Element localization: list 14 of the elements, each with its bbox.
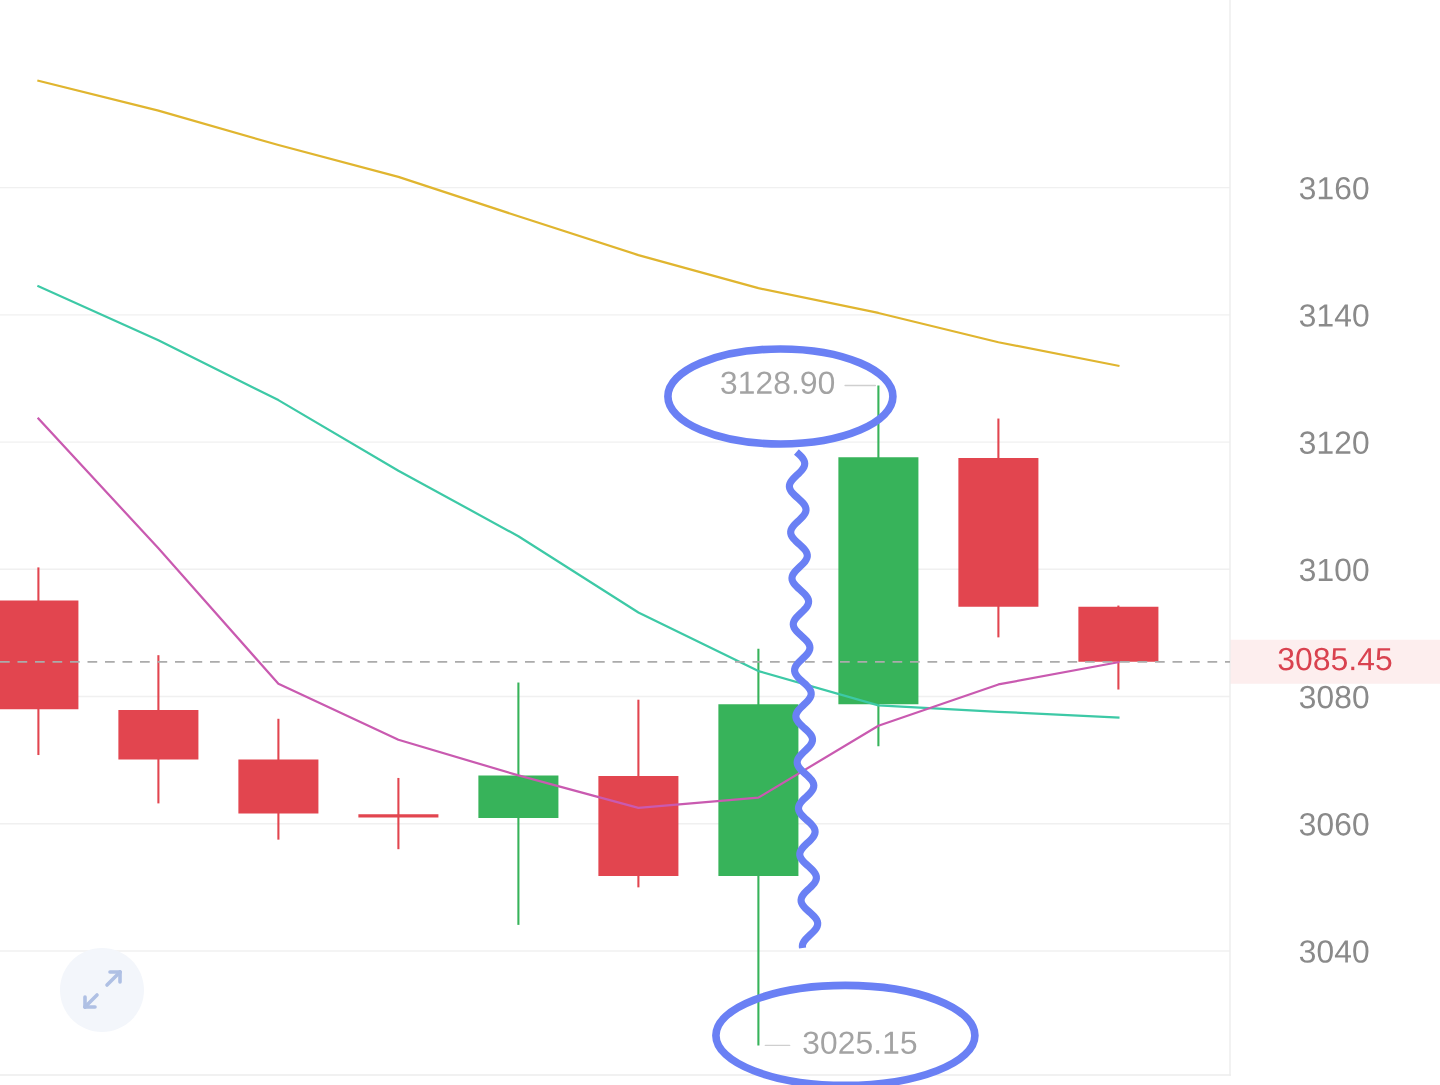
y-tick-label: 3080 bbox=[1299, 685, 1369, 709]
y-tick-label: 3160 bbox=[1299, 176, 1369, 200]
y-tick-label: 3120 bbox=[1299, 431, 1369, 454]
candlestick bbox=[358, 776, 439, 851]
ref-line-label: 3085.45 bbox=[1278, 647, 1392, 671]
y-tick-label: 3040 bbox=[1299, 940, 1369, 963]
y-tick-label: 3060 bbox=[1299, 813, 1369, 836]
line-series bbox=[37, 285, 1120, 719]
line-series bbox=[37, 417, 1120, 809]
text: 3128.90 bbox=[721, 371, 835, 395]
text: 3025.15 bbox=[803, 1031, 917, 1054]
line-series bbox=[37, 79, 1120, 367]
y-tick-label: 3100 bbox=[1299, 558, 1369, 582]
y-tick-label: 3140 bbox=[1299, 304, 1369, 327]
